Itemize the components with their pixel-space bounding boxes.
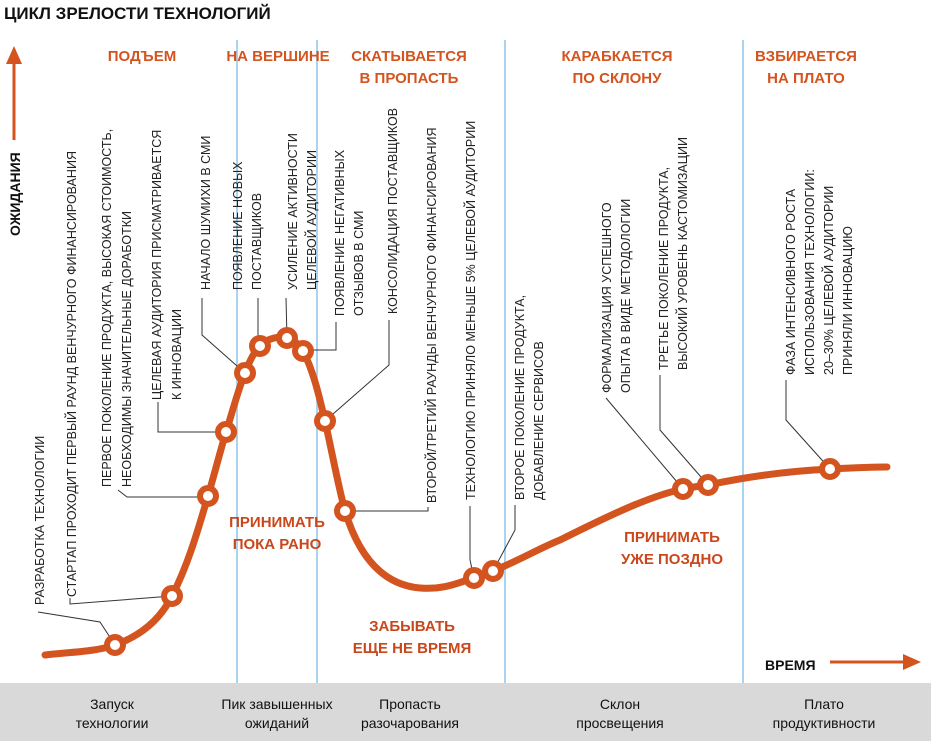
- leader-lines: [37, 297, 831, 646]
- event-label: ДОБАВЛЕНИЕ СЕРВИСОВ: [532, 341, 546, 500]
- marker: [819, 458, 841, 480]
- leader: [659, 375, 709, 486]
- leader: [324, 320, 390, 422]
- leader: [157, 402, 226, 433]
- event-label: КОНСОЛИДАЦИЯ ПОСТАВЩИКОВ: [386, 108, 400, 314]
- event-label: ВТОРОЙ/ТРЕТИЙ РАУНДЫ ВЕНЧУРНОГО ФИНАНСИР…: [424, 128, 439, 504]
- marker: [314, 410, 336, 432]
- stage-plateau-1: Плато: [804, 696, 844, 712]
- event-label: ЦЕЛЕВАЯ АУДИТОРИЯ ПРИСМАТРИВАЕТСЯ: [150, 130, 164, 400]
- event-label: РАЗРАБОТКА ТЕХНОЛОГИИ: [33, 436, 47, 605]
- advice-late-1: ПРИНИМАТЬ: [624, 529, 720, 546]
- event-label: ОТЗЫВОВ В СМИ: [352, 211, 366, 316]
- advice-late-2: УЖЕ ПОЗДНО: [621, 551, 723, 568]
- curve-markers: [104, 327, 841, 656]
- phase-slope-1: КАРАБКАЕТСЯ: [561, 48, 672, 65]
- phase-fall-2: В ПРОПАСТЬ: [360, 70, 459, 87]
- leader: [605, 397, 684, 490]
- marker: [215, 421, 237, 443]
- leader: [117, 489, 208, 498]
- marker: [234, 362, 256, 384]
- stage-band: [0, 683, 931, 741]
- event-label: УСИЛЕНИЕ АКТИВНОСТИ: [286, 133, 300, 290]
- event-label: ВЫСОКИЙ УРОВЕНЬ КАСТОМИЗАЦИИ: [675, 137, 690, 370]
- event-label: ПОСТАВЩИКОВ: [250, 193, 264, 290]
- stage-peak-1: Пик завышенных: [221, 696, 332, 712]
- marker: [463, 567, 485, 589]
- marker: [276, 327, 298, 349]
- event-label: ФАЗА ИНТЕНСИВНОГО РОСТА: [784, 188, 798, 375]
- stage-trough-1: Пропасть: [379, 696, 441, 712]
- marker: [104, 634, 126, 656]
- marker: [697, 474, 719, 496]
- phase-plateau-1: ВЗБИРАЕТСЯ: [755, 48, 857, 65]
- marker: [161, 585, 183, 607]
- advice-forget-2: ЕЩЕ НЕ ВРЕМЯ: [353, 640, 472, 657]
- stage-trigger-1: Запуск: [90, 696, 135, 712]
- advice-early-1: ПРИНИМАТЬ: [229, 514, 325, 531]
- stage-slope-1: Склон: [600, 696, 640, 712]
- event-label: ПОЯВЛЕНИЕ НОВЫХ: [231, 161, 245, 290]
- event-label: ИСПОЛЬЗОВАНИЯ ТЕХНОЛОГИИ:: [803, 169, 817, 375]
- phase-slope-2: ПО СКЛОНУ: [573, 70, 663, 87]
- phase-dividers: [236, 40, 744, 683]
- x-axis-label: ВРЕМЯ: [765, 657, 816, 673]
- marker: [482, 560, 504, 582]
- advice-forget-1: ЗАБЫВАТЬ: [369, 618, 455, 635]
- event-label: ПЕРВОЕ ПОКОЛЕНИЕ ПРОДУКТА, ВЫСОКАЯ СТОИМ…: [100, 129, 114, 487]
- marker: [197, 485, 219, 507]
- event-label: СТАРТАП ПРОХОДИТ ПЕРВЫЙ РАУНД ВЕНЧУРНОГО…: [64, 151, 79, 597]
- phase-fall-1: СКАТЫВАЕТСЯ: [351, 48, 467, 65]
- leader: [69, 595, 173, 605]
- advice-early-2: ПОКА РАНО: [233, 536, 322, 553]
- event-label: НАЧАЛО ШУМИХИ В СМИ: [199, 136, 213, 290]
- marker: [334, 500, 356, 522]
- diagram-title: ЦИКЛ ЗРЕЛОСТИ ТЕХНОЛОГИЙ: [4, 4, 271, 23]
- marker: [249, 335, 271, 357]
- leader: [785, 380, 831, 470]
- marker: [672, 478, 694, 500]
- leader: [37, 611, 116, 646]
- y-axis-label: ОЖИДАНИЯ: [7, 152, 23, 236]
- phase-rise: ПОДЪЕМ: [108, 48, 176, 65]
- event-label: ТЕХНОЛОГИЮ ПРИНЯЛО МЕНЬШЕ 5% ЦЕЛЕВОЙ АУД…: [463, 121, 478, 500]
- event-label: ФОРМАЛИЗАЦИЯ УСПЕШНОГО: [600, 202, 614, 393]
- event-label: ТРЕТЬЕ ПОКОЛЕНИЕ ПРОДУКТА,: [657, 167, 671, 370]
- event-label: К ИННОВАЦИИ: [170, 309, 184, 400]
- stage-plateau-2: продуктивности: [773, 715, 876, 731]
- stage-trigger-2: технологии: [76, 715, 149, 731]
- event-label: ОПЫТА В ВИДЕ МЕТОДОЛОГИИ: [619, 199, 633, 393]
- event-label: НЕОБХОДИМЫ ЗНАЧИТЕЛЬНЫЕ ДОРАБОТКИ: [120, 211, 134, 487]
- event-label: ЦЕЛЕВОЙ АУДИТОРИИ: [304, 150, 319, 290]
- stage-trough-2: разочарования: [361, 715, 459, 731]
- phase-peak: НА ВЕРШИНЕ: [226, 48, 329, 65]
- leader: [492, 505, 516, 572]
- event-labels: РАЗРАБОТКА ТЕХНОЛОГИИ СТАРТАП ПРОХОДИТ П…: [33, 108, 855, 605]
- leader: [201, 298, 246, 374]
- event-label: ВТОРОЕ ПОКОЛЕНИЕ ПРОДУКТА,: [513, 295, 527, 500]
- arrow-up-icon: [6, 46, 22, 64]
- event-label: 20–30% ЦЕЛЕВОЙ АУДИТОРИИ: [821, 186, 836, 375]
- leader: [345, 507, 429, 512]
- event-label: ПОЯВЛЕНИЕ НЕГАТИВНЫХ: [333, 149, 347, 316]
- stage-peak-2: ожиданий: [245, 715, 309, 731]
- arrow-right-icon: [903, 654, 921, 670]
- event-label: ПРИНЯЛИ ИННОВАЦИЮ: [841, 226, 855, 375]
- phase-plateau-2: НА ПЛАТО: [767, 70, 845, 87]
- marker: [292, 340, 314, 362]
- leader: [303, 322, 337, 351]
- stage-slope-2: просвещения: [576, 715, 664, 731]
